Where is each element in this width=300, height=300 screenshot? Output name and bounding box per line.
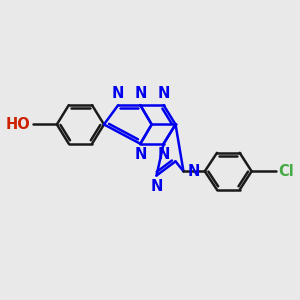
Text: N: N bbox=[187, 164, 200, 179]
Text: N: N bbox=[158, 86, 170, 101]
Text: Cl: Cl bbox=[278, 164, 294, 179]
Text: N: N bbox=[112, 86, 124, 101]
Text: N: N bbox=[150, 179, 163, 194]
Text: N: N bbox=[134, 147, 146, 162]
Text: HO: HO bbox=[6, 117, 31, 132]
Text: N: N bbox=[158, 147, 170, 162]
Text: N: N bbox=[134, 86, 146, 101]
